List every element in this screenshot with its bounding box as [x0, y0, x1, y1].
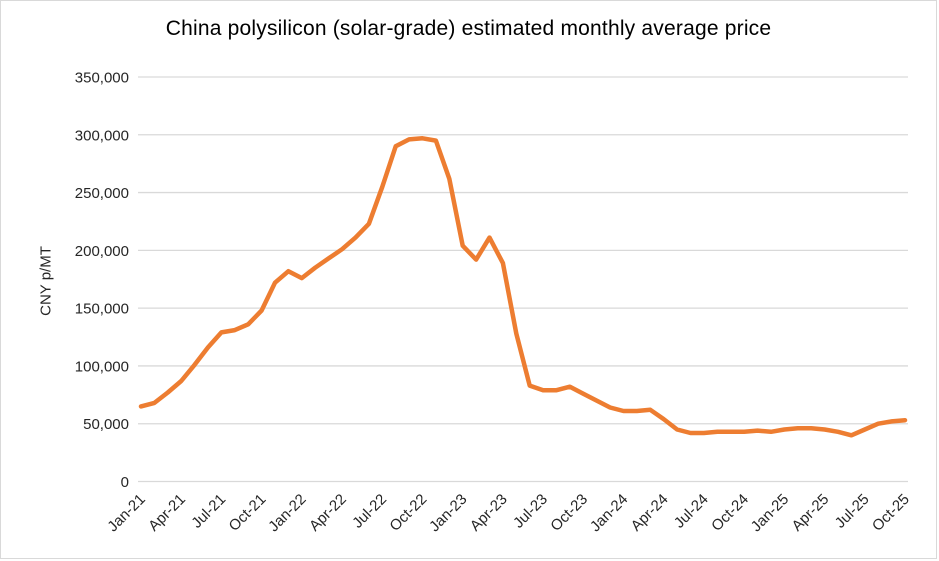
- x-tick-label: Jan-25: [748, 491, 792, 535]
- price-line: [138, 136, 908, 438]
- x-tick-label: Jul-21: [188, 491, 229, 532]
- x-tick-label: Jan-21: [104, 491, 148, 535]
- y-tick-label: 150,000: [75, 301, 129, 318]
- x-tick-label: Apr-23: [467, 491, 511, 535]
- y-tick-label: 300,000: [75, 127, 129, 144]
- x-tick-label: Apr-25: [789, 491, 833, 535]
- x-tick-label: Oct-22: [386, 491, 430, 535]
- x-tick-label: Oct-23: [547, 491, 591, 535]
- y-tick-label: 250,000: [75, 185, 129, 202]
- x-tick-label: Jan-24: [587, 491, 631, 535]
- y-tick-label: 50,000: [83, 416, 129, 433]
- y-tick-label: 350,000: [75, 70, 129, 87]
- x-tick-label: Jan-22: [265, 491, 309, 535]
- x-tick-label: Apr-24: [628, 491, 672, 535]
- x-tick-label: Apr-22: [306, 491, 350, 535]
- y-tick-label: 0: [121, 474, 129, 491]
- x-tick-label: Jan-23: [426, 491, 470, 535]
- x-tick-label: Oct-24: [708, 491, 752, 535]
- y-tick-label: 100,000: [75, 358, 129, 375]
- chart-title: China polysilicon (solar-grade) estimate…: [165, 17, 772, 40]
- y-tick-label: 200,000: [75, 243, 129, 260]
- x-tick-label: Jul-22: [349, 491, 390, 532]
- x-tick-label: Jul-23: [510, 491, 551, 532]
- x-tick-label: Apr-21: [145, 491, 189, 535]
- x-tick-label: Jul-24: [671, 491, 712, 532]
- x-tick-label: Oct-21: [226, 491, 270, 535]
- x-tick-label: Jul-25: [832, 491, 873, 532]
- x-tick-label: Oct-25: [869, 491, 913, 535]
